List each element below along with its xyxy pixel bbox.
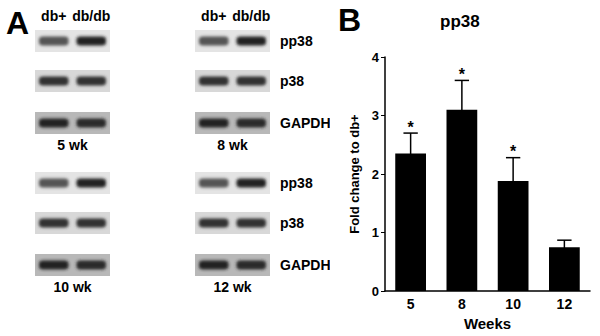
svg-text:pp38: pp38 xyxy=(280,175,313,191)
svg-text:p38: p38 xyxy=(280,73,304,89)
svg-text:GAPDH: GAPDH xyxy=(280,115,330,131)
svg-text:Fold change to db+: Fold change to db+ xyxy=(347,114,362,234)
svg-text:0: 0 xyxy=(372,284,379,299)
svg-text:12 wk: 12 wk xyxy=(213,279,251,295)
svg-text:pp38: pp38 xyxy=(280,33,313,49)
svg-text:db/db: db/db xyxy=(72,8,110,24)
svg-text:5 wk: 5 wk xyxy=(57,137,88,153)
svg-text:4: 4 xyxy=(372,50,380,65)
svg-text:db+: db+ xyxy=(201,8,226,24)
svg-text:10: 10 xyxy=(505,296,521,312)
svg-text:A: A xyxy=(6,5,29,41)
svg-text:2: 2 xyxy=(372,167,379,182)
svg-text:B: B xyxy=(338,2,361,38)
svg-text:12: 12 xyxy=(557,296,573,312)
svg-text:1: 1 xyxy=(372,225,379,240)
svg-text:pp38: pp38 xyxy=(440,12,480,31)
svg-text:GAPDH: GAPDH xyxy=(280,257,330,273)
svg-text:8: 8 xyxy=(458,296,466,312)
svg-text:3: 3 xyxy=(372,108,379,123)
svg-text:Weeks: Weeks xyxy=(464,315,511,332)
svg-text:p38: p38 xyxy=(280,215,304,231)
svg-text:8 wk: 8 wk xyxy=(217,137,248,153)
svg-text:*: * xyxy=(459,66,466,83)
svg-text:10 wk: 10 wk xyxy=(53,279,91,295)
svg-text:5: 5 xyxy=(407,296,415,312)
svg-text:db/db: db/db xyxy=(232,8,270,24)
svg-text:db+: db+ xyxy=(41,8,66,24)
svg-text:*: * xyxy=(510,143,517,160)
svg-text:*: * xyxy=(408,119,415,136)
